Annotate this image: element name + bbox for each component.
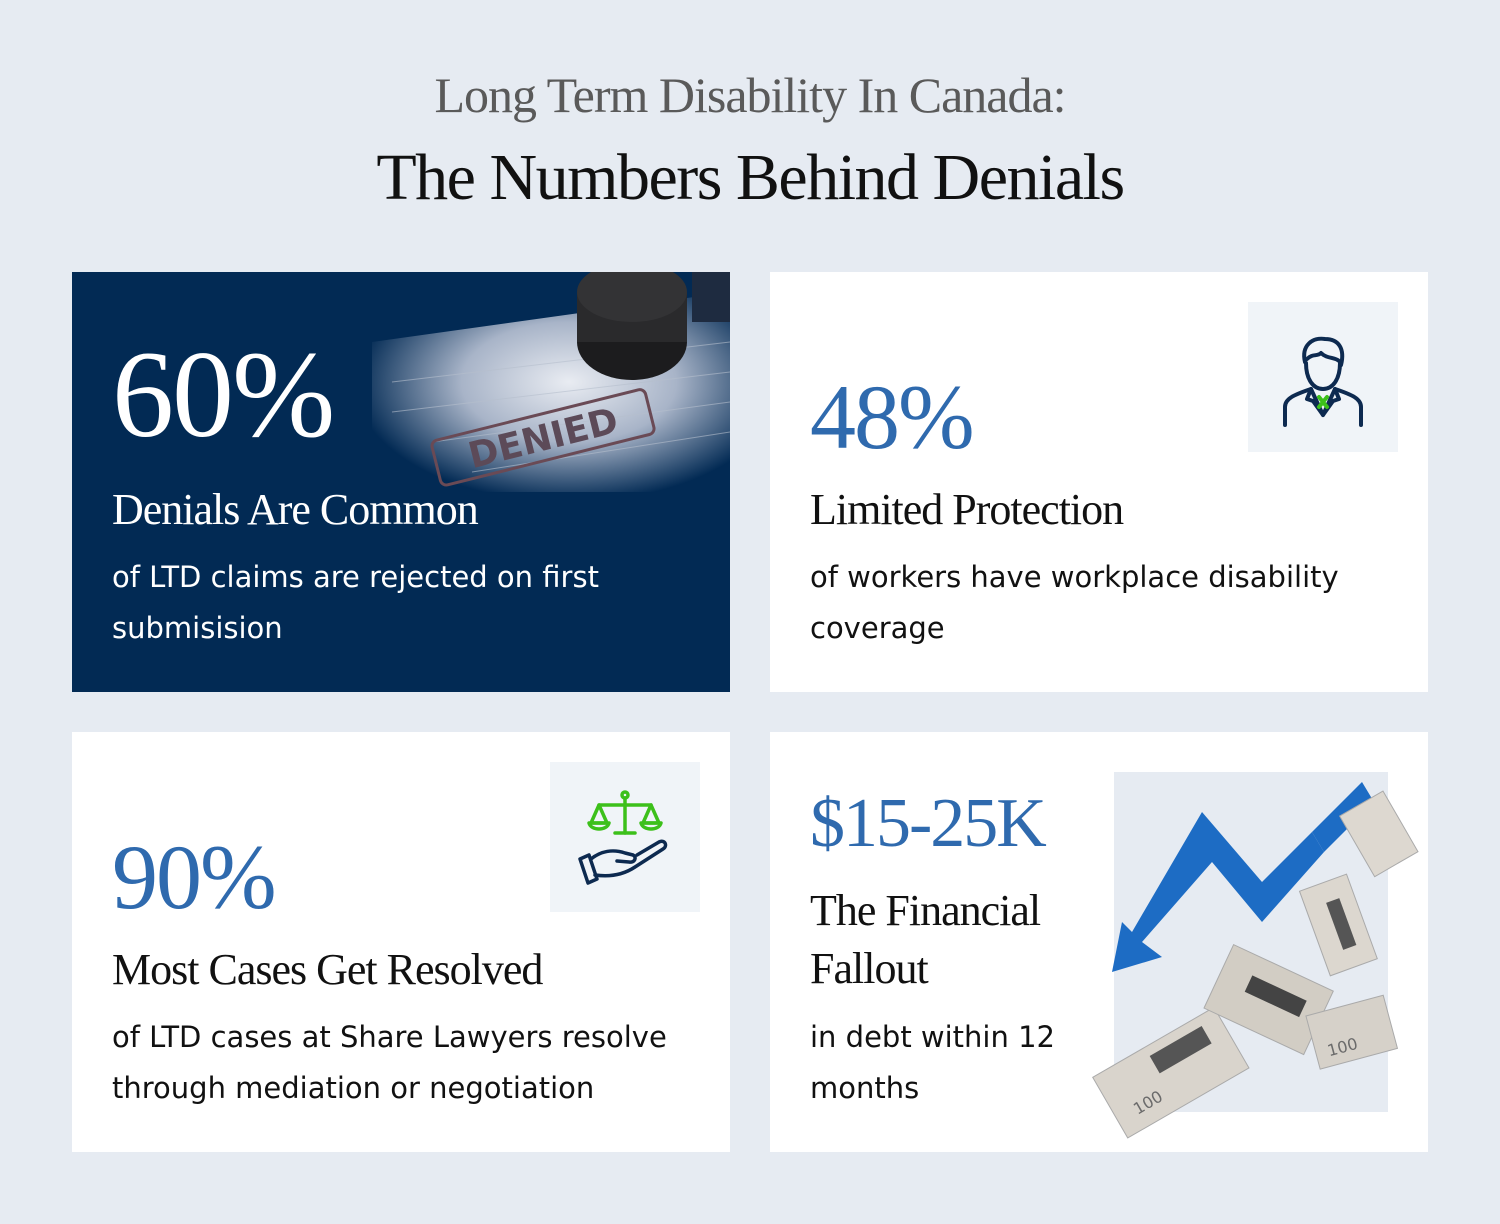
icon-box	[550, 762, 700, 912]
stat-value: $15-25K	[810, 785, 1047, 862]
card-description: of workers have workplace disability cov…	[810, 560, 1339, 645]
card-description: in debt within 12 months	[810, 1020, 1055, 1105]
card-heading: Limited Protection	[810, 485, 1124, 534]
card-financial-fallout: 100 100 $15-25K The Financial Fallout in…	[770, 732, 1428, 1152]
stat-value: 60%	[112, 326, 335, 463]
card-description: of LTD claims are rejected on first subm…	[112, 560, 599, 645]
stat-value: 48%	[810, 366, 975, 468]
card-resolved: 90% Most Cases Get Resolved of LTD cases…	[72, 732, 730, 1152]
falling-arrow-money-photo: 100 100	[1092, 772, 1419, 1139]
card-denials: DENIED 60% Denials Are Common of LTD cla…	[72, 272, 730, 692]
card-heading-line-1: The Financial	[810, 886, 1041, 935]
title-line-1: Long Term Disability In Canada:	[434, 67, 1066, 123]
businessman-icon	[1283, 336, 1363, 427]
card-heading: Most Cases Get Resolved	[112, 945, 543, 994]
card-heading: The Financial Fallout	[810, 882, 1070, 998]
card-heading: Denials Are Common	[112, 485, 479, 534]
stat-value: 90%	[112, 826, 277, 928]
card-heading-line-2: Fallout	[810, 944, 929, 993]
gavel-denied-photo: DENIED	[372, 272, 730, 492]
scales-in-hand-icon	[578, 790, 668, 885]
icon-box	[1248, 302, 1398, 452]
title-line-2: The Numbers Behind Denials	[376, 141, 1125, 214]
card-limited-protection: 48% Limited Protection of workers have w…	[770, 272, 1428, 692]
card-description: of LTD cases at Share Lawyers resolve th…	[112, 1020, 667, 1105]
